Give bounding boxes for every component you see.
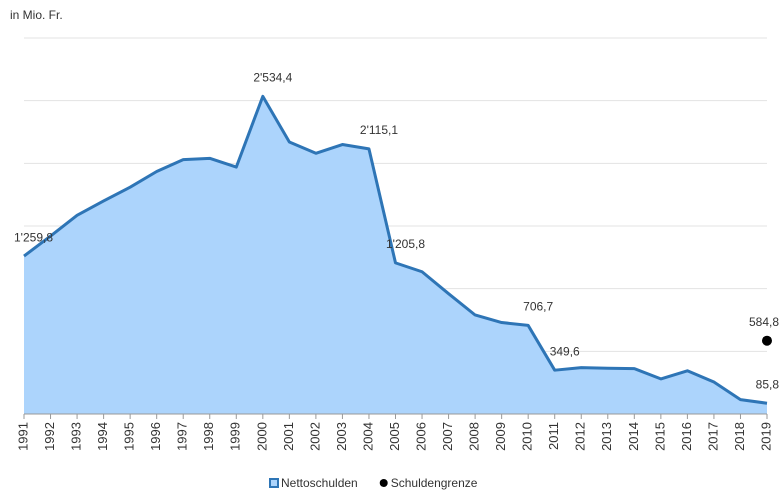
value-label: 2'534,4 bbox=[253, 71, 292, 85]
value-label: 349,6 bbox=[550, 344, 580, 358]
x-tick-label: 2007 bbox=[440, 422, 455, 451]
value-label: 584,8 bbox=[749, 315, 779, 329]
value-label: 85,8 bbox=[756, 377, 780, 391]
x-tick-label: 1995 bbox=[122, 422, 137, 451]
x-tick-label: 1998 bbox=[201, 422, 216, 451]
x-tick-label: 2008 bbox=[467, 422, 482, 451]
x-tick-label: 2011 bbox=[546, 422, 561, 450]
x-tick-label: 2012 bbox=[573, 422, 588, 451]
x-tick-label: 1997 bbox=[175, 422, 190, 451]
x-tick-label: 1999 bbox=[228, 422, 243, 451]
point bbox=[762, 335, 772, 346]
x-tick-label: 2006 bbox=[413, 422, 428, 451]
x-tick-label: 2001 bbox=[281, 422, 296, 451]
x-tick-label: 2016 bbox=[679, 422, 694, 451]
x-tick-label: 1992 bbox=[42, 422, 57, 451]
x-tick-label: 2017 bbox=[705, 422, 720, 451]
x-tick-label: 2019 bbox=[758, 422, 773, 451]
legend-label: Nettoschulden bbox=[281, 476, 358, 490]
x-tick-label: 2010 bbox=[520, 422, 535, 451]
x-tick-label: 1991 bbox=[15, 422, 30, 451]
subtitle: in Mio. Fr. bbox=[10, 8, 63, 22]
x-tick-label: 2000 bbox=[254, 422, 269, 451]
x-tick-label: 2009 bbox=[493, 422, 508, 451]
x-tick-label: 2014 bbox=[626, 422, 641, 451]
area bbox=[24, 96, 767, 415]
x-tick-label: 2005 bbox=[387, 422, 402, 451]
legend: Nettoschulden Schuldengrenze bbox=[269, 476, 478, 490]
x-tick-label: 1993 bbox=[69, 422, 84, 451]
value-label: 706,7 bbox=[523, 300, 553, 314]
x-tick-label: 2002 bbox=[307, 422, 322, 451]
x-tick-label: 2004 bbox=[360, 422, 375, 451]
x-tick-label: 2013 bbox=[599, 422, 614, 451]
x-tick-label: 2018 bbox=[732, 422, 747, 451]
legend-marker bbox=[379, 479, 388, 487]
x-tick-label: 1994 bbox=[95, 422, 110, 451]
x-tick-label: 2003 bbox=[334, 422, 349, 451]
value-label: 1'205,8 bbox=[386, 237, 425, 251]
legend-label: Schuldengrenze bbox=[391, 476, 478, 490]
value-label: 1'259,8 bbox=[14, 230, 53, 244]
value-label: 2'115,1 bbox=[360, 123, 398, 137]
line bbox=[23, 94, 768, 405]
legend-marker bbox=[269, 478, 279, 488]
x-tick-label: 2015 bbox=[652, 422, 667, 451]
x-tick-label: 1996 bbox=[148, 422, 163, 451]
